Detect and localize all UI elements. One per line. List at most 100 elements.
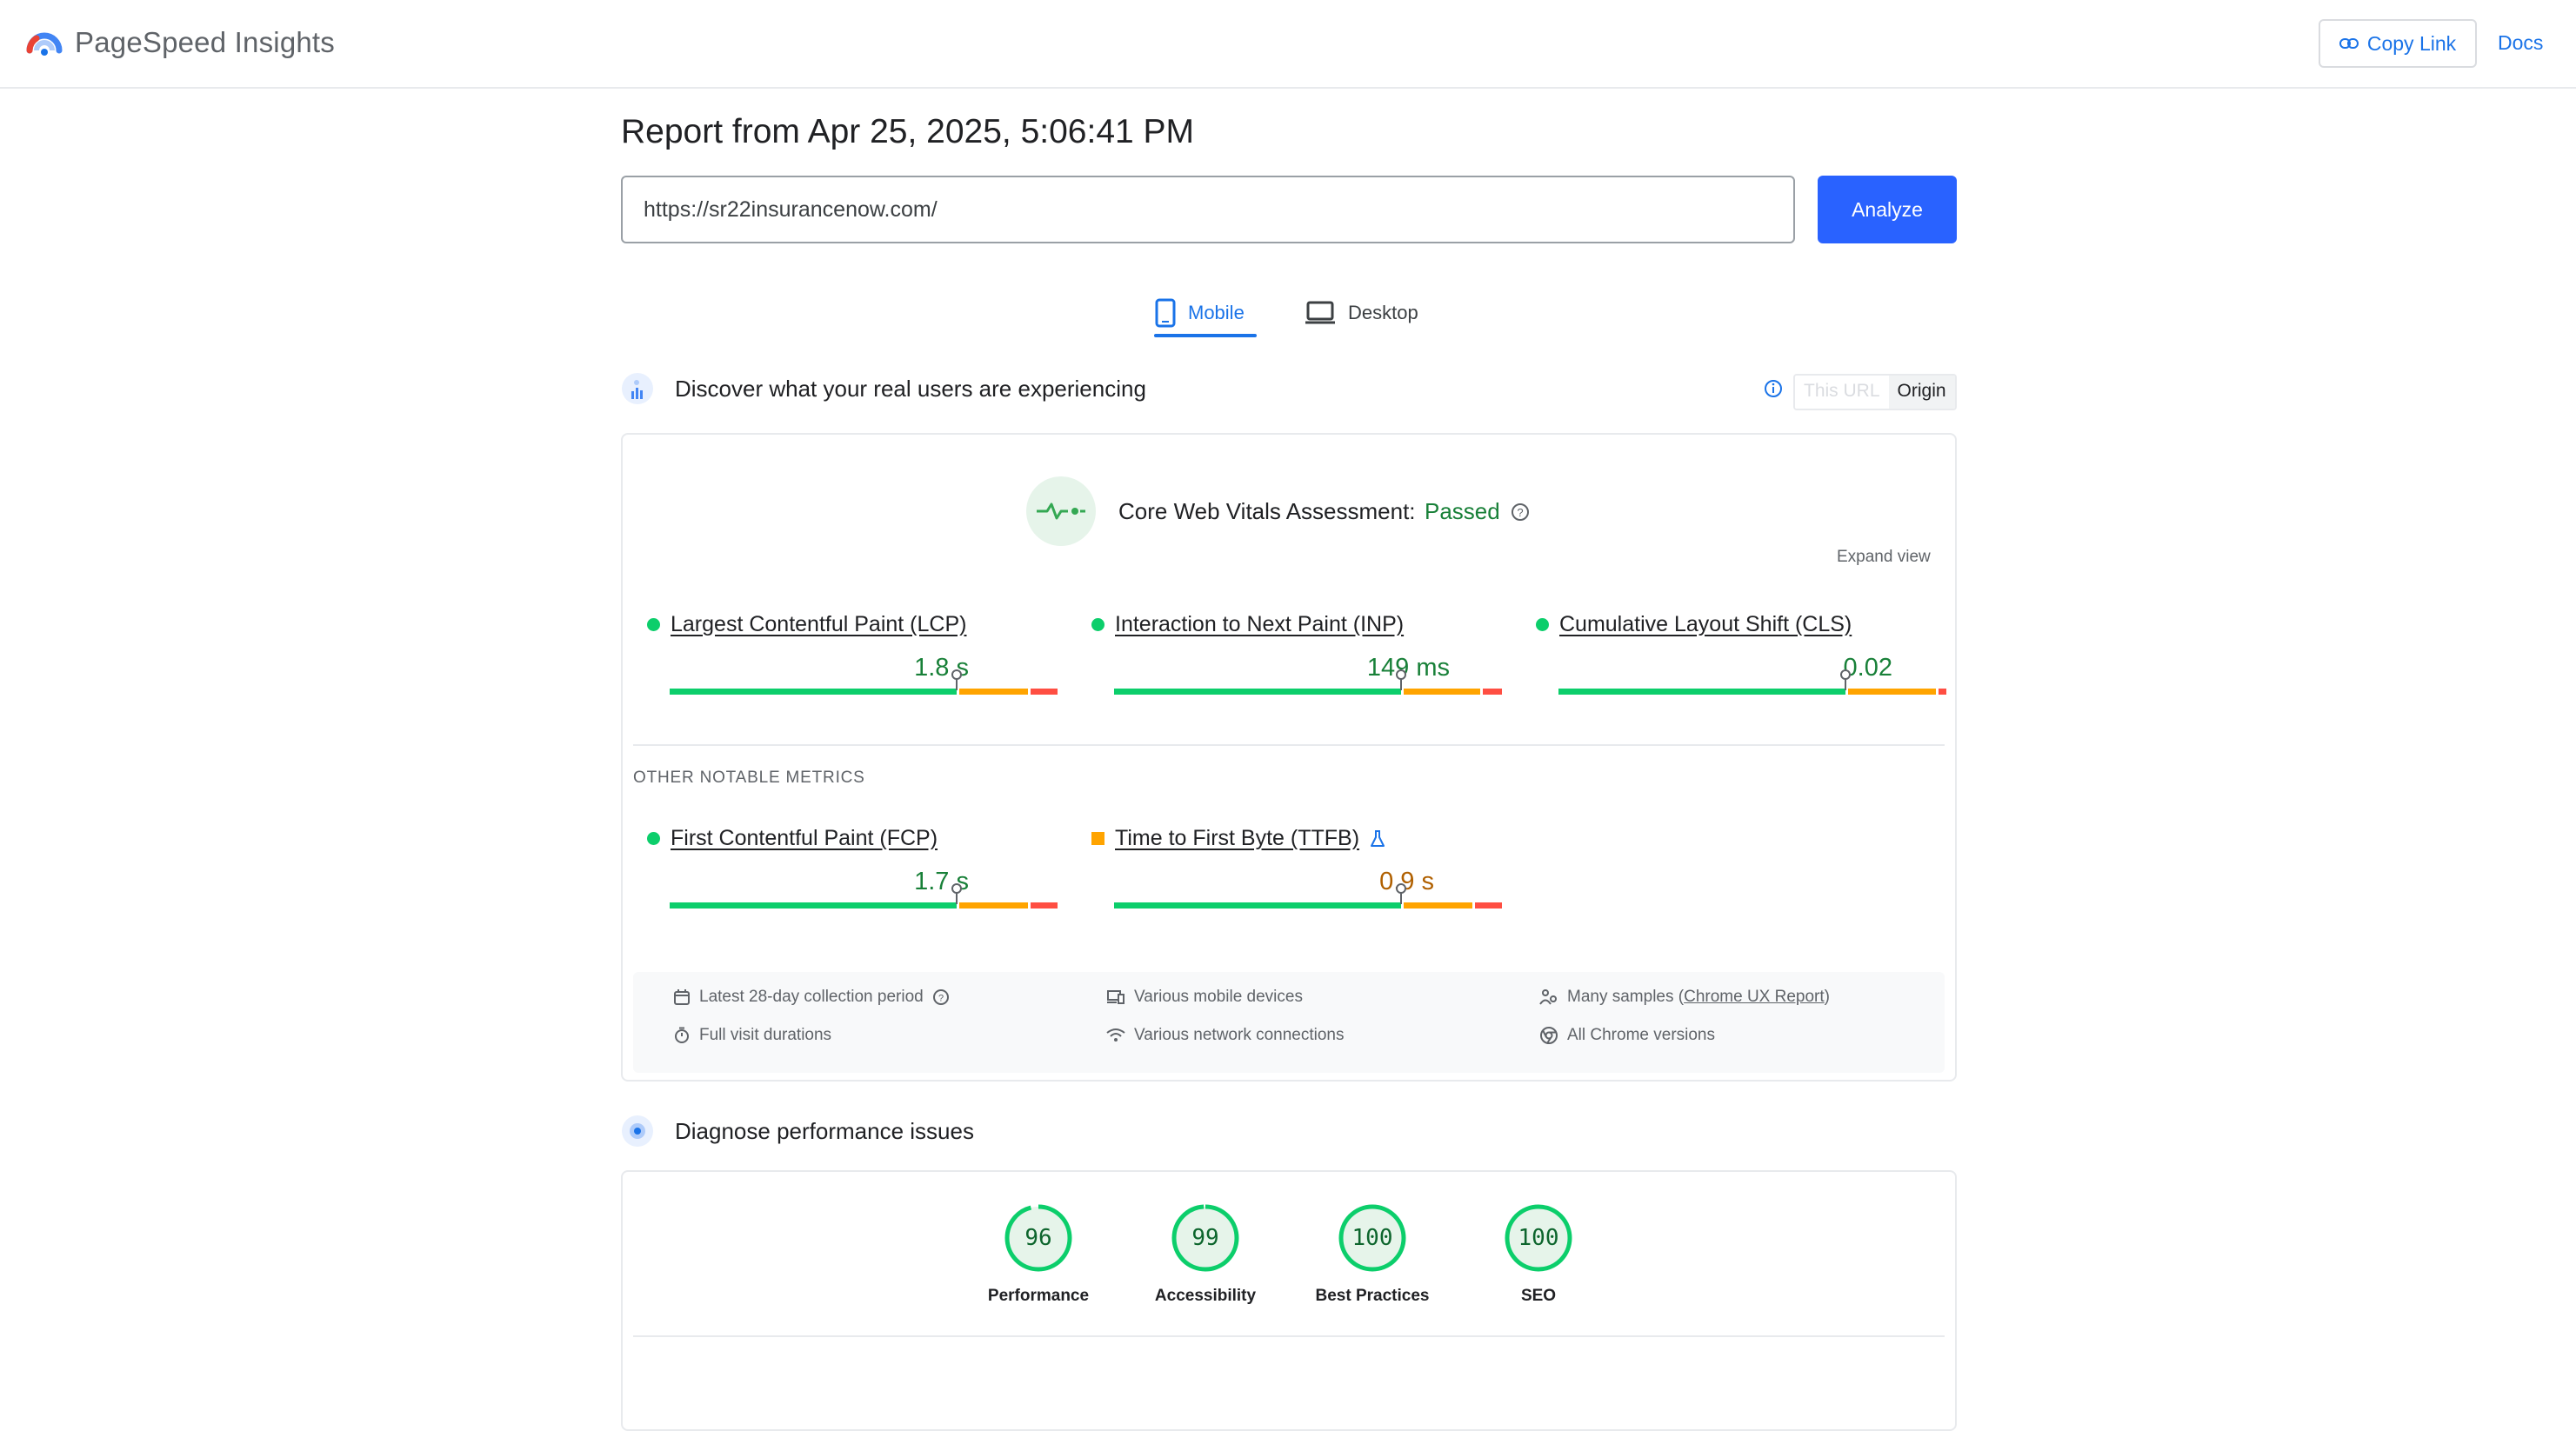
- brand[interactable]: PageSpeed Insights: [26, 24, 335, 61]
- gauge-arc: [1171, 1204, 1239, 1272]
- people-icon: [1539, 989, 1557, 1005]
- lab-data-card: [621, 1170, 1957, 1431]
- active-tab-indicator: [1154, 334, 1257, 337]
- metric-ttfb-name[interactable]: Time to First Byte (TTFB): [1115, 826, 1360, 850]
- metric-cls-bar: [1558, 689, 1946, 695]
- metric-inp-name[interactable]: Interaction to Next Paint (INP): [1115, 612, 1405, 636]
- status-good-icon: [647, 832, 660, 845]
- chrome-ux-report-link[interactable]: Chrome UX Report: [1684, 988, 1825, 1006]
- tab-mobile[interactable]: Mobile: [1155, 287, 1245, 339]
- bar-percentile-marker: [1840, 669, 1851, 690]
- gauge-score: 100: [1351, 1225, 1393, 1251]
- bar-poor-segment: [1031, 689, 1058, 695]
- info-visit-durations: Full visit durations: [673, 1026, 831, 1045]
- visit-durations-text: Full visit durations: [699, 1026, 832, 1044]
- stopwatch-icon: [675, 1027, 689, 1043]
- bar-good-segment: [1558, 689, 1845, 695]
- info-icon[interactable]: [1764, 379, 1783, 398]
- url-input[interactable]: [621, 176, 1795, 243]
- gauge-label: Accessibility: [1154, 1287, 1257, 1305]
- field-data-heading: Discover what your real users are experi…: [621, 372, 1146, 405]
- calendar-icon: [674, 989, 690, 1005]
- brand-name: PageSpeed Insights: [75, 26, 335, 58]
- users-icon: [622, 373, 653, 404]
- gauge-label: Best Practices: [1315, 1287, 1430, 1305]
- lab-data-heading-text: Diagnose performance issues: [675, 1117, 974, 1144]
- toggle-this-url[interactable]: This URL: [1795, 376, 1889, 409]
- report-title: Report from Apr 25, 2025, 5:06:41 PM: [621, 113, 1195, 150]
- laptop-icon: [1305, 301, 1335, 324]
- toggle-origin[interactable]: Origin: [1888, 376, 1955, 409]
- cwv-assessment-label: Core Web Vitals Assessment:: [1118, 497, 1416, 524]
- info-network: Various network connections: [1106, 1026, 1345, 1045]
- gauge-arc: [1004, 1204, 1072, 1272]
- metric-lcp: Largest Contentful Paint (LCP) 1.8 s: [647, 612, 1058, 695]
- gauge-arc: [1338, 1204, 1406, 1272]
- bar-poor-segment: [1031, 902, 1058, 909]
- gauge-performance[interactable]: 96 Performance: [956, 1203, 1121, 1306]
- bar-percentile-marker: [1396, 669, 1406, 690]
- bar-percentile-marker: [951, 883, 962, 904]
- bar-needs-improvement-segment: [1404, 689, 1480, 695]
- metric-inp-value: 149 ms: [1366, 654, 1450, 682]
- url-origin-toggle: This URL Origin: [1793, 374, 1957, 410]
- gauge-best-practices[interactable]: 100 Best Practices: [1290, 1203, 1455, 1306]
- metric-inp-bar: [1114, 689, 1502, 695]
- bar-poor-segment: [1475, 902, 1502, 909]
- cwv-assessment-status: Passed: [1424, 497, 1500, 524]
- bar-needs-improvement-segment: [1404, 902, 1472, 909]
- metric-fcp-value: 1.7 s: [914, 868, 969, 895]
- gauge-score: 99: [1191, 1225, 1219, 1251]
- collection-info: Latest 28-day collection period ? Full v…: [633, 972, 1945, 1073]
- chrome-versions-text: All Chrome versions: [1567, 1026, 1715, 1044]
- metric-cls-name[interactable]: Cumulative Layout Shift (CLS): [1559, 612, 1852, 636]
- metric-lcp-bar: [670, 689, 1058, 695]
- gauge-label: SEO: [1520, 1287, 1557, 1305]
- metric-ttfb: Time to First Byte (TTFB) 0.9 s: [1091, 826, 1502, 909]
- svg-text:?: ?: [1518, 506, 1524, 519]
- info-samples: Many samples (Chrome UX Report): [1539, 988, 1830, 1007]
- info-chrome-versions: All Chrome versions: [1539, 1026, 1715, 1045]
- copy-link-label: Copy Link: [2366, 31, 2457, 55]
- network-text: Various network connections: [1134, 1026, 1345, 1044]
- metric-ttfb-value: 0.9 s: [1379, 868, 1434, 895]
- bar-good-segment: [670, 689, 957, 695]
- metric-fcp: First Contentful Paint (FCP) 1.7 s: [647, 826, 1058, 909]
- lab-divider: [633, 1335, 1945, 1337]
- link-icon: [2339, 38, 2359, 49]
- help-icon[interactable]: ?: [1511, 503, 1530, 522]
- copy-link-button[interactable]: Copy Link: [2319, 19, 2477, 68]
- gauge-score: 96: [1024, 1225, 1052, 1251]
- gauge-accessibility[interactable]: 99 Accessibility: [1123, 1203, 1288, 1306]
- samples-text: Many samples (Chrome UX Report): [1567, 988, 1830, 1006]
- bar-percentile-marker: [1396, 883, 1406, 904]
- vitals-pulse-icon: [1026, 476, 1096, 546]
- status-average-icon: [1091, 832, 1104, 845]
- diagnose-icon: [622, 1115, 653, 1147]
- bar-good-segment: [1114, 689, 1401, 695]
- chrome-icon: [1540, 1027, 1558, 1044]
- analyze-button[interactable]: Analyze: [1818, 176, 1957, 243]
- metric-fcp-bar: [670, 902, 1058, 909]
- gauge-seo[interactable]: 100 SEO: [1456, 1203, 1621, 1306]
- status-good-icon: [1091, 618, 1104, 631]
- field-data-heading-text: Discover what your real users are experi…: [675, 375, 1146, 402]
- gauge-arc: [1505, 1204, 1572, 1272]
- expand-view-link[interactable]: Expand view: [1837, 548, 1931, 566]
- experimental-flask-icon: [1371, 829, 1385, 847]
- bar-good-segment: [670, 902, 957, 909]
- bar-poor-segment: [1483, 689, 1502, 695]
- docs-link[interactable]: Docs: [2498, 31, 2544, 54]
- metric-lcp-name[interactable]: Largest Contentful Paint (LCP): [671, 612, 967, 636]
- top-bar: PageSpeed Insights Copy Link Docs: [0, 0, 2576, 89]
- lab-data-heading: Diagnose performance issues: [621, 1115, 974, 1148]
- bar-needs-improvement-segment: [959, 689, 1028, 695]
- tab-desktop[interactable]: Desktop: [1305, 287, 1418, 339]
- help-icon[interactable]: ?: [932, 988, 950, 1006]
- phone-icon: [1155, 298, 1176, 328]
- cwv-assessment: Core Web Vitals Assessment: Passed ?: [1026, 476, 1530, 546]
- info-collection-period: Latest 28-day collection period ?: [673, 988, 950, 1007]
- metric-fcp-name[interactable]: First Contentful Paint (FCP): [671, 826, 938, 850]
- collection-period-text: Latest 28-day collection period: [699, 988, 924, 1006]
- devices-icon: [1107, 990, 1124, 1004]
